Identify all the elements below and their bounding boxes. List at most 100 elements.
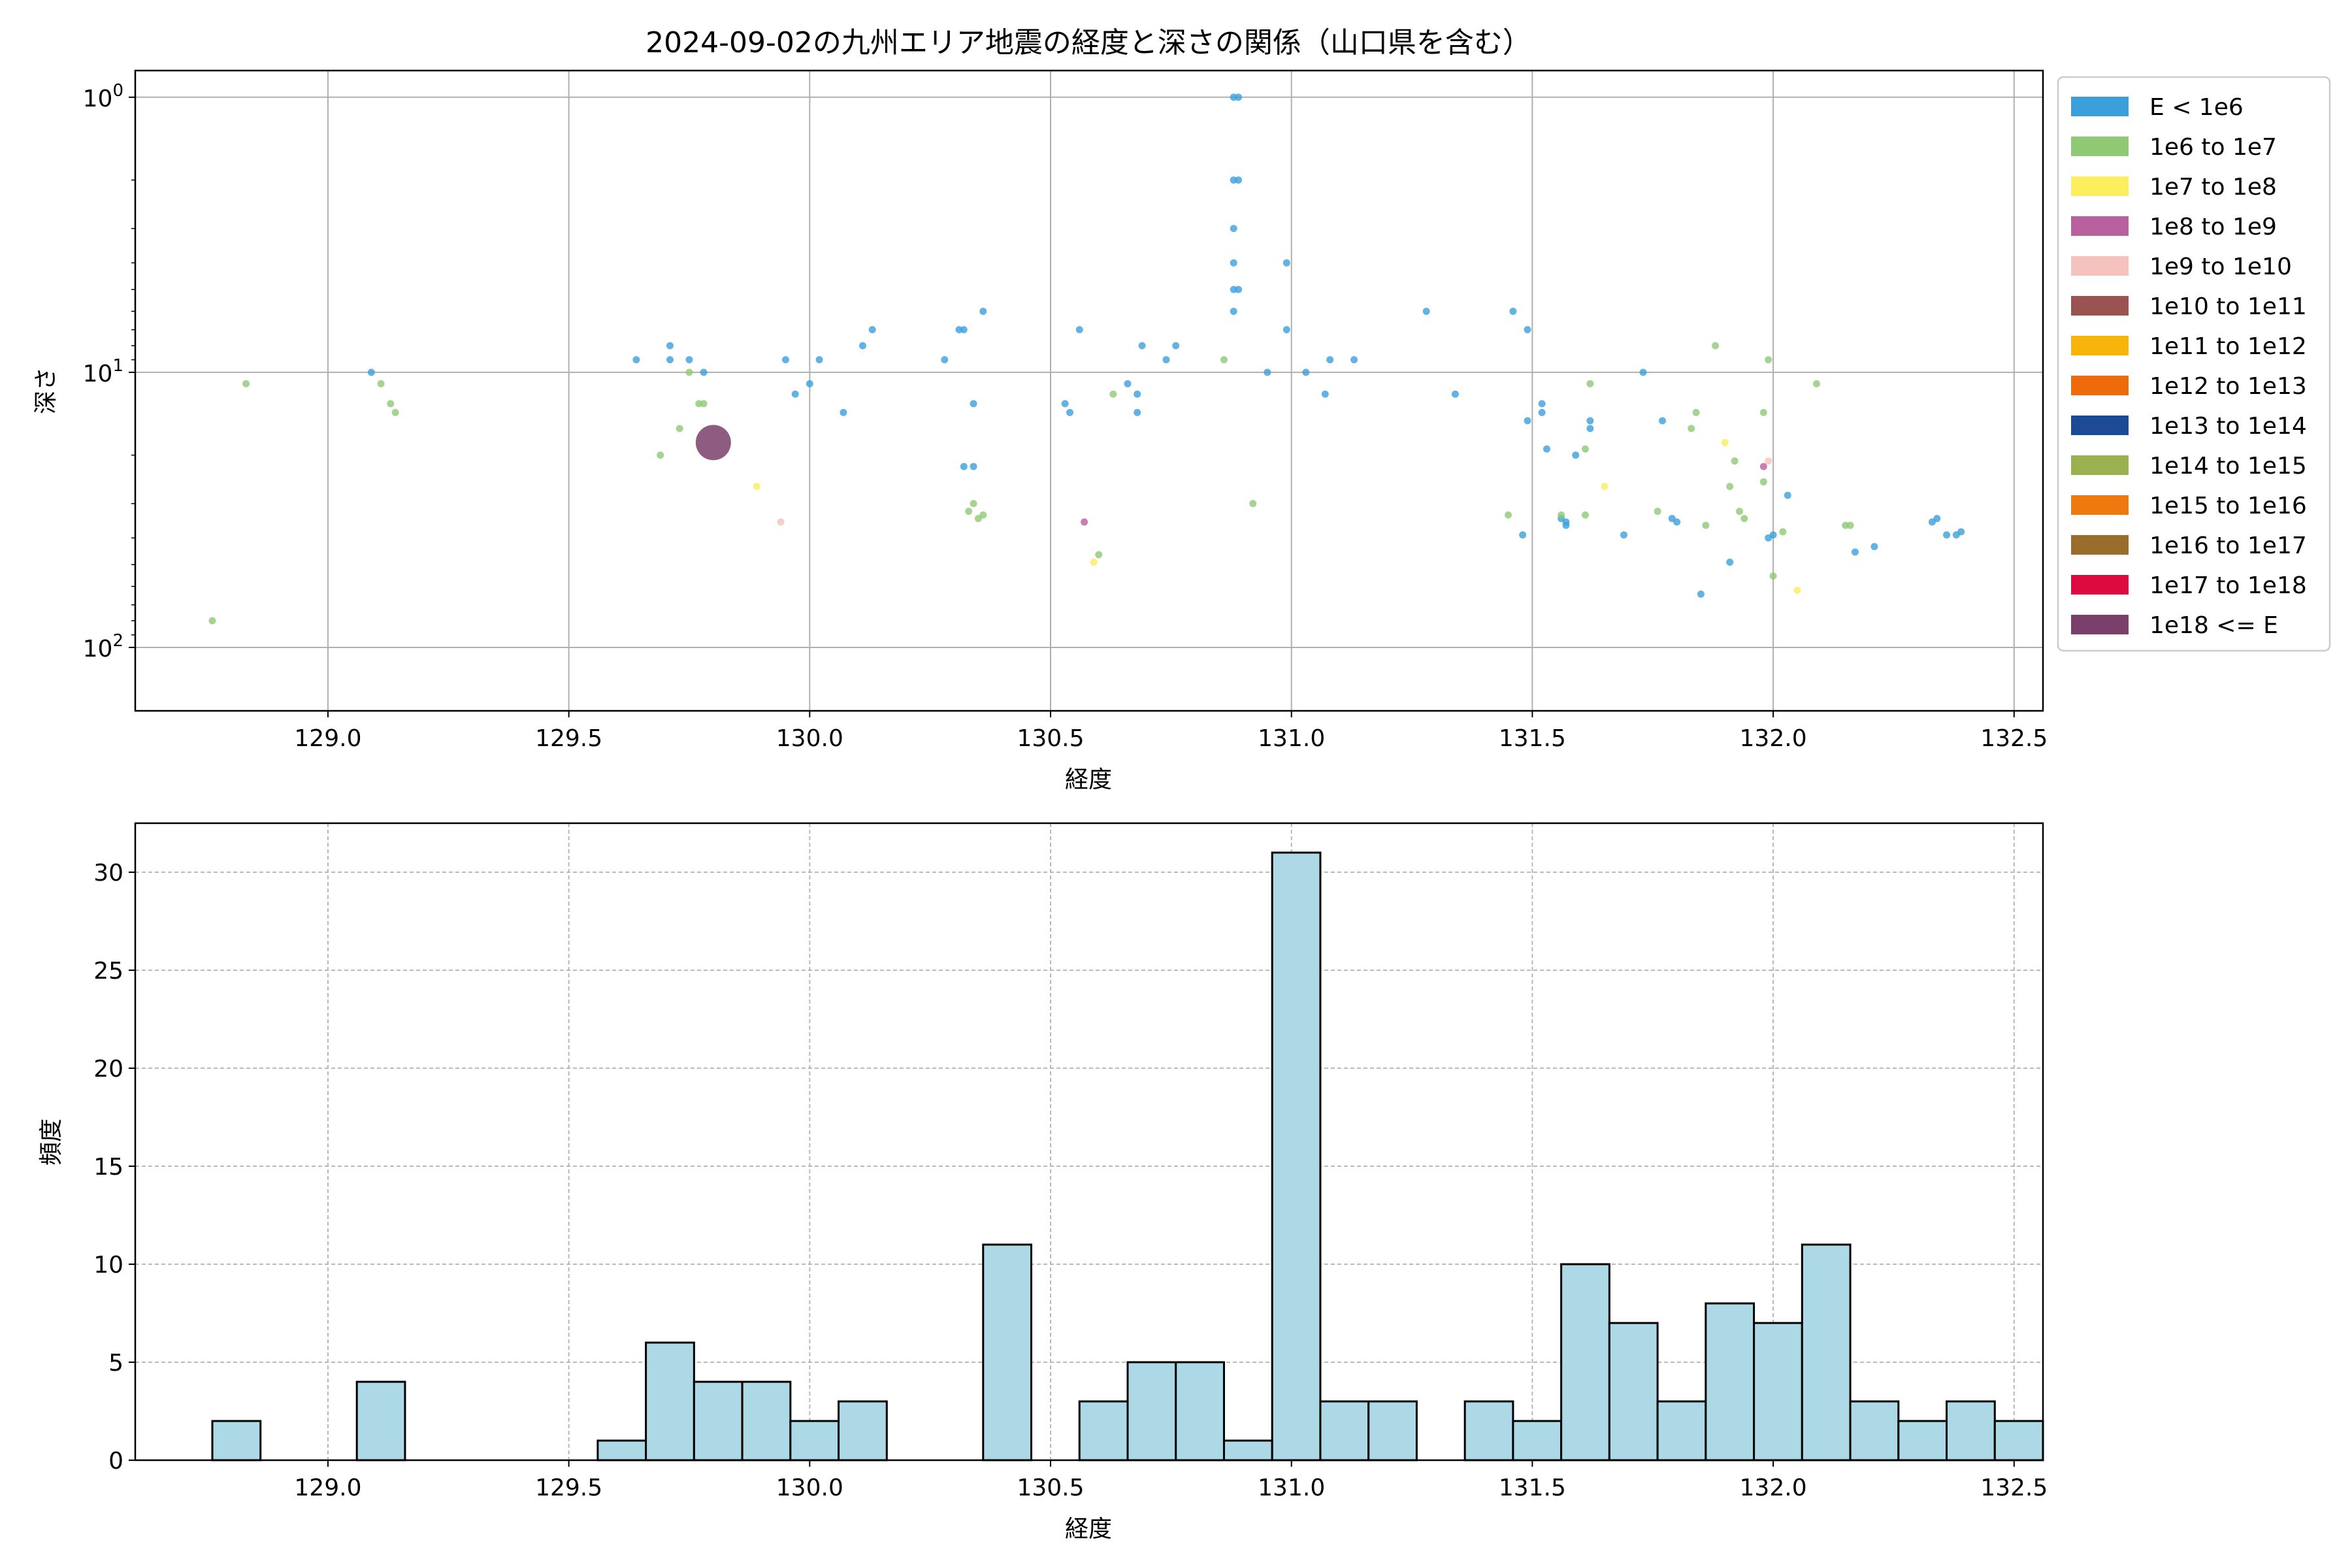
histogram-bars: [211, 851, 2044, 1462]
legend-label: 1e11 to 1e12: [2149, 333, 2307, 360]
histogram-bar: [789, 1420, 840, 1462]
histogram-bar: [1126, 1361, 1177, 1462]
scatter-point: [700, 400, 708, 408]
histogram-bar: [645, 1341, 695, 1462]
scatter-point: [1726, 483, 1734, 491]
scatter-point: [1230, 307, 1237, 315]
histogram-bar: [1993, 1420, 2044, 1462]
scatter-point: [1543, 445, 1551, 453]
scatter-point: [632, 356, 640, 364]
scatter-point: [1249, 500, 1257, 508]
scatter-x-tick-label: 131.0: [1258, 725, 1325, 752]
legend-label: 1e15 to 1e16: [2149, 493, 2307, 519]
scatter-point: [979, 307, 987, 315]
scatter-point: [1673, 518, 1681, 526]
scatter-point: [1586, 417, 1594, 425]
scatter-grid: [135, 71, 2043, 711]
histogram-panel: 129.0 129.5 130.0 130.5 131.0 131.5 132.0 132.5…: [38, 822, 2048, 1543]
scatter-point: [208, 617, 216, 625]
histogram-bar: [1608, 1322, 1659, 1462]
histogram-bar: [982, 1243, 1033, 1462]
histogram-bar: [693, 1380, 743, 1462]
scatter-point: [1721, 438, 1729, 446]
scatter-point: [858, 342, 866, 350]
scatter-x-tick-label: 131.5: [1499, 725, 1566, 752]
histogram-bar: [1946, 1400, 1996, 1462]
scatter-point: [1230, 259, 1237, 267]
scatter-point: [1735, 508, 1743, 515]
scatter-point: [1740, 515, 1748, 523]
legend-label: 1e13 to 1e14: [2149, 413, 2307, 440]
legend-swatch: [2071, 575, 2129, 595]
scatter-point: [781, 356, 789, 364]
histogram-x-axis-label: 経度: [1065, 1516, 1112, 1543]
legend-swatch: [2071, 416, 2129, 435]
legend-swatch: [2071, 615, 2129, 634]
scatter-point: [242, 380, 250, 387]
scatter-x-tick-label: 132.0: [1740, 725, 1807, 752]
scatter-point: [377, 380, 385, 387]
scatter-point: [657, 451, 664, 459]
histogram-y-tick-label: 5: [108, 1350, 123, 1377]
scatter-point: [1350, 356, 1358, 364]
scatter-point: [1769, 531, 1777, 539]
scatter-point: [1688, 425, 1695, 433]
scatter-point: [666, 342, 674, 350]
scatter-point: [1765, 356, 1772, 364]
scatter-point: [1081, 518, 1088, 526]
legend-label: 1e6 to 1e7: [2149, 134, 2277, 161]
scatter-point: [979, 511, 987, 519]
scatter-point: [1586, 380, 1594, 387]
scatter-y-tick-label: 100: [83, 81, 123, 112]
scatter-point: [1505, 511, 1512, 519]
scatter-point: [1933, 515, 1941, 523]
legend-swatch: [2071, 296, 2129, 316]
legend-swatch: [2071, 176, 2129, 196]
legend-swatch: [2071, 455, 2129, 475]
histogram-bar: [1801, 1243, 1852, 1462]
scatter-point: [1235, 93, 1243, 101]
scatter-point: [941, 356, 949, 364]
scatter-point: [1302, 368, 1310, 376]
legend-label: 1e14 to 1e15: [2149, 453, 2307, 480]
scatter-point: [1639, 368, 1647, 376]
legend-label: 1e8 to 1e9: [2149, 214, 2277, 240]
legend-swatch: [2071, 336, 2129, 355]
scatter-y-tick-label: 102: [83, 631, 123, 662]
scatter-point: [685, 368, 693, 376]
scatter-title: 2024-09-02の九州エリア地震の経度と深さの関係（山口県を含む）: [645, 26, 1531, 59]
histogram-bar: [1753, 1322, 1803, 1462]
scatter-point: [1124, 380, 1132, 387]
scatter-point: [1759, 408, 1767, 416]
scatter-point: [685, 356, 693, 364]
legend-items: E < 1e6 1e6 to 1e7 1e7 to 1e8 1e8 to 1e9 1e9…: [2071, 94, 2307, 639]
scatter-point: [791, 390, 799, 398]
scatter-point: [1558, 511, 1565, 519]
scatter-point: [1793, 587, 1801, 595]
legend-label: E < 1e6: [2149, 94, 2244, 121]
legend-label: 1e10 to 1e11: [2149, 293, 2307, 320]
scatter-point: [1138, 342, 1146, 350]
scatter-point: [1519, 531, 1527, 539]
scatter-point: [1726, 559, 1734, 566]
scatter-point: [1134, 390, 1141, 398]
histogram-x-ticks: 129.0 129.5 130.0 130.5 131.0 131.5 132.0 132.5: [294, 1460, 2048, 1501]
histogram-x-tick-label: 131.0: [1258, 1475, 1325, 1501]
scatter-point: [1321, 390, 1329, 398]
histogram-bar: [1222, 1439, 1273, 1462]
histogram-x-tick-label: 132.5: [1980, 1475, 2048, 1501]
histogram-bar: [741, 1380, 792, 1462]
scatter-point: [840, 408, 847, 416]
histogram-bar: [355, 1380, 406, 1462]
histogram-x-tick-label: 130.5: [1017, 1475, 1084, 1501]
scatter-point: [970, 463, 977, 470]
scatter-point: [1581, 445, 1589, 453]
legend-label: 1e7 to 1e8: [2149, 174, 2277, 201]
histogram-bar: [1271, 851, 1322, 1462]
scatter-y-ticks: 100 101 102: [83, 81, 135, 662]
scatter-point: [695, 425, 731, 461]
scatter-x-tick-label: 130.5: [1017, 725, 1084, 752]
scatter-point: [1654, 508, 1661, 515]
scatter-x-axis-label: 経度: [1065, 766, 1112, 793]
